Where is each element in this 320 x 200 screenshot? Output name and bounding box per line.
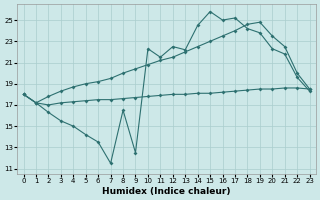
X-axis label: Humidex (Indice chaleur): Humidex (Indice chaleur) — [102, 187, 231, 196]
